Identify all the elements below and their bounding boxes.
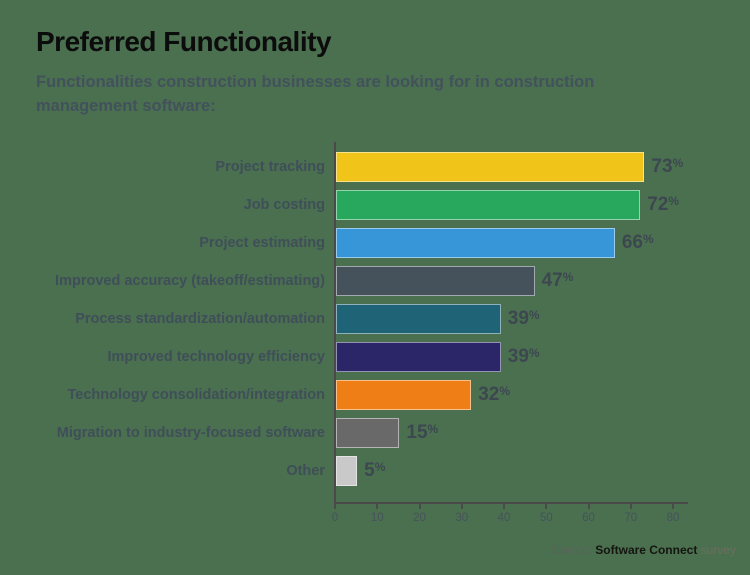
category-label: Technology consolidation/integration [67,387,325,403]
bar [336,456,358,486]
axis-tick [376,504,379,509]
bar-row: 5% [336,452,688,490]
category-label: Job costing [243,197,325,213]
axis-tick-label: 30 [455,512,469,524]
bar-row: 32% [336,376,688,414]
bar [336,190,641,220]
axis-tick [587,504,590,509]
axis-tick-label: 10 [370,512,384,524]
percent-sign: % [668,194,679,208]
page-subtitle: Functionalities construction businesses … [36,73,595,115]
bar-row: 73% [336,148,688,186]
category-label: Migration to industry-focused software [56,425,325,441]
percent-sign: % [374,460,386,474]
axis-tick [334,504,336,509]
value-label: 15% [406,422,439,443]
category-label: Improved technology efficiency [107,349,325,365]
axis-tick [418,504,421,509]
source-attribution: Source: Software Connect survey [551,543,736,557]
axis-tick-label: 0 [331,512,339,524]
category-label: Project tracking [215,159,325,175]
value-label: 5% [364,460,386,481]
bar [336,380,472,410]
bar [336,342,501,372]
category-label: Improved accuracy (takeoff/estimating) [55,273,325,289]
value-label: 39% [507,346,540,367]
chart: Project tracking Job costing Project estim… [0,142,750,504]
category-label: Process standardization/automation [75,311,325,327]
axis-tick-label: 40 [497,512,511,524]
axis-tick-label: 80 [666,512,680,524]
source-label: Source: [550,543,592,557]
axis-tick-label: 60 [582,512,595,524]
x-axis: 0 10 20 30 40 50 60 70 80 [331,504,679,538]
axis-tick [545,504,548,509]
axis-tick [460,504,463,509]
percent-sign: % [528,308,540,322]
percent-sign: % [499,384,510,398]
source-suffix: survey [700,543,736,557]
bar-row: 39% [336,300,688,338]
value-label: 47% [541,270,574,291]
plot-area: 73% 72% 66% 47% 39% 39% 32% 15% 5% [334,142,688,504]
bar-row: 66% [336,224,688,262]
bar [336,304,501,334]
bar [336,152,645,182]
header: Preferred Functionality Functionalities … [0,0,750,118]
value-label: 32% [478,384,510,405]
bar [336,266,535,296]
axis-tick-label: 50 [539,512,553,524]
percent-sign: % [672,156,684,170]
page-title: Preferred Functionality [36,26,332,57]
value-label: 73% [651,156,684,177]
axis-tick [672,504,674,509]
percent-sign: % [427,422,439,436]
value-label: 66% [621,232,654,253]
axis-tick [629,504,632,509]
percent-sign: % [528,346,540,360]
category-label: Project estimating [199,235,325,251]
axis-tick-label: 20 [413,512,426,524]
bar-row: 15% [336,414,688,452]
axis-tick-label: 70 [624,512,638,524]
category-label: Other [286,463,325,479]
labels-column: Project tracking Job costing Project estim… [0,142,334,504]
bar-row: 39% [336,338,688,376]
value-label: 72% [647,194,679,215]
bar [336,228,615,258]
bar-row: 47% [336,262,688,300]
axis-tick [503,504,505,509]
bar-row: 72% [336,186,688,224]
percent-sign: % [562,270,574,284]
source-name: Software Connect [595,543,698,557]
percent-sign: % [642,232,654,246]
bar [336,418,400,448]
value-label: 39% [507,308,540,329]
